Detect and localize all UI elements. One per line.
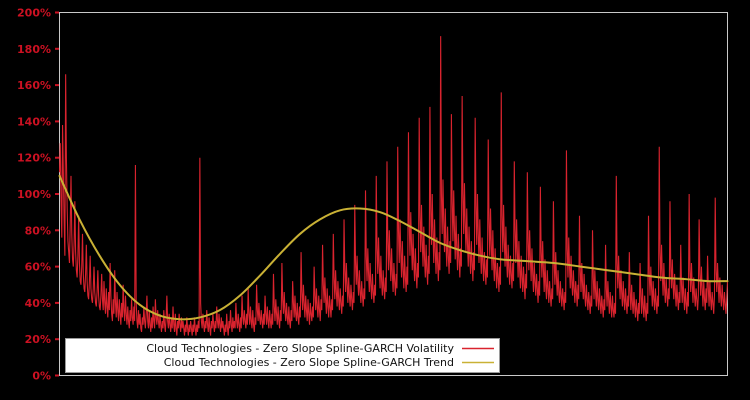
y-axis-tick-label: 20% bbox=[25, 333, 51, 346]
y-axis-tick-label: 60% bbox=[25, 261, 51, 274]
y-axis-tick-labels: 0% 20% 40% 60% 80% 100% 120% 140% 160% 180% 200% bbox=[17, 7, 51, 383]
y-axis-tick-label: 100% bbox=[17, 188, 51, 201]
y-axis-tick-marks bbox=[55, 11, 59, 377]
y-axis-tick-label: 180% bbox=[17, 43, 51, 56]
series-volatility-line bbox=[58, 36, 729, 336]
y-axis-tick-label: 140% bbox=[17, 115, 51, 128]
y-axis-tick-label: 200% bbox=[17, 7, 51, 20]
y-axis-tick-label: 80% bbox=[25, 224, 51, 237]
y-axis-tick-label: 40% bbox=[25, 297, 51, 310]
series-trend-line bbox=[58, 174, 729, 321]
plot-frame bbox=[59, 12, 728, 376]
plot-series-group bbox=[58, 36, 729, 336]
legend-label-trend: Cloud Technologies - Zero Slope Spline-G… bbox=[164, 356, 454, 369]
chart-legend[interactable]: Cloud Technologies - Zero Slope Spline-G… bbox=[65, 338, 500, 373]
legend-background bbox=[65, 338, 500, 373]
y-axis-tick-label: 0% bbox=[32, 370, 51, 383]
legend-label-volatility: Cloud Technologies - Zero Slope Spline-G… bbox=[146, 342, 454, 355]
y-axis-tick-label: 160% bbox=[17, 79, 51, 92]
y-axis-tick-label: 120% bbox=[17, 152, 51, 165]
